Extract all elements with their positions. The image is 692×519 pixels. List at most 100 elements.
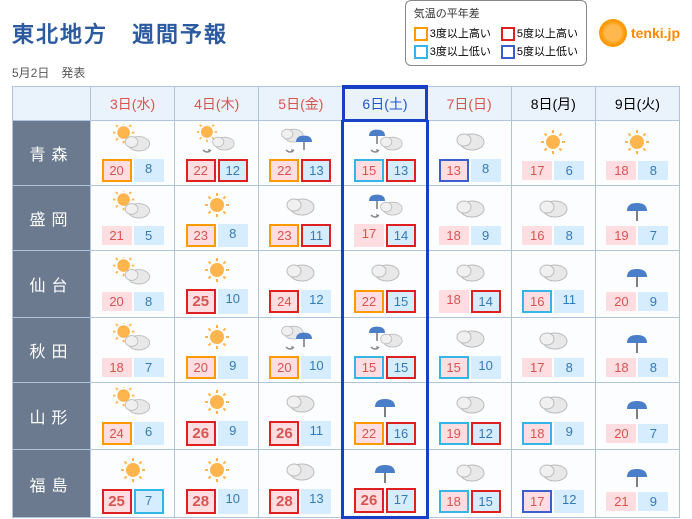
weather-icon xyxy=(365,320,405,354)
low-temp: 13 xyxy=(386,159,416,182)
weather-icon xyxy=(617,322,657,356)
high-temp: 15 xyxy=(354,356,384,379)
forecast-cell: 16 8 xyxy=(511,186,595,251)
weather-icon xyxy=(533,190,573,224)
day-header: 4日(木) xyxy=(175,87,259,121)
forecast-cell: 22 15 xyxy=(343,251,427,318)
weather-icon xyxy=(113,322,153,356)
weather-icon xyxy=(197,385,237,419)
weather-icon xyxy=(450,320,490,354)
legend-heading: 気温の平年差 xyxy=(414,5,578,21)
day-header: 7日(日) xyxy=(427,87,511,121)
weather-icon xyxy=(617,256,657,290)
high-temp: 28 xyxy=(186,489,216,514)
high-temp: 20 xyxy=(102,159,132,182)
city-label: 盛岡 xyxy=(13,186,91,251)
legend-item: 3度以上低い xyxy=(414,43,491,59)
day-header: 3日(水) xyxy=(91,87,175,121)
high-temp: 22 xyxy=(354,290,384,313)
high-temp: 20 xyxy=(102,292,132,311)
high-temp: 21 xyxy=(606,492,636,511)
low-temp: 9 xyxy=(554,422,584,445)
legend-item: 5度以上低い xyxy=(501,43,578,59)
low-temp: 7 xyxy=(134,358,164,377)
low-temp: 7 xyxy=(638,424,668,443)
forecast-cell: 26 9 xyxy=(175,383,259,450)
weather-icon xyxy=(113,453,153,487)
low-temp: 11 xyxy=(554,290,584,313)
day-header: 6日(土) xyxy=(343,87,427,121)
high-temp: 20 xyxy=(606,292,636,311)
forecast-cell: 17 6 xyxy=(511,121,595,186)
forecast-cell: 24 6 xyxy=(91,383,175,450)
high-temp: 21 xyxy=(102,226,132,245)
forecast-cell: 21 5 xyxy=(91,186,175,251)
high-temp: 24 xyxy=(102,422,132,445)
low-temp: 12 xyxy=(554,490,584,513)
low-temp: 9 xyxy=(638,492,668,511)
forecast-cell: 20 7 xyxy=(595,383,679,450)
forecast-cell: 17 14 xyxy=(343,186,427,251)
high-temp: 18 xyxy=(102,358,132,377)
low-temp: 7 xyxy=(134,489,164,514)
high-temp: 18 xyxy=(439,490,469,513)
forecast-cell: 20 9 xyxy=(595,251,679,318)
low-temp: 9 xyxy=(471,226,501,245)
weather-icon xyxy=(365,254,405,288)
high-temp: 20 xyxy=(269,356,299,379)
low-temp: 8 xyxy=(134,159,164,182)
header: 東北地方 週間予報 気温の平年差 3度以上高い5度以上高い 3度以上低い5度以上… xyxy=(12,8,680,58)
low-temp: 8 xyxy=(638,161,668,180)
weather-icon xyxy=(280,254,320,288)
high-temp: 23 xyxy=(269,224,299,247)
city-label: 秋田 xyxy=(13,318,91,383)
issued-date: 5月2日 発表 xyxy=(12,64,680,81)
weather-icon xyxy=(365,386,405,420)
forecast-cell: 18 9 xyxy=(427,186,511,251)
weather-icon xyxy=(450,123,490,157)
low-temp: 9 xyxy=(638,292,668,311)
high-temp: 28 xyxy=(269,489,299,514)
low-temp: 6 xyxy=(554,161,584,180)
legend-item: 3度以上高い xyxy=(414,25,491,41)
forecast-cell: 24 12 xyxy=(259,251,343,318)
weather-icon xyxy=(280,453,320,487)
site-logo[interactable]: tenki.jp xyxy=(599,19,680,47)
weather-icon xyxy=(365,123,405,157)
high-temp: 25 xyxy=(186,289,216,314)
low-temp: 10 xyxy=(471,356,501,379)
low-temp: 16 xyxy=(386,422,416,445)
logo-text: tenki.jp xyxy=(631,25,680,41)
weather-icon xyxy=(280,385,320,419)
weather-icon xyxy=(197,453,237,487)
low-temp: 8 xyxy=(134,292,164,311)
high-temp: 15 xyxy=(354,159,384,182)
forecast-cell: 18 14 xyxy=(427,251,511,318)
forecast-cell: 20 9 xyxy=(175,318,259,383)
weather-icon xyxy=(113,123,153,157)
high-temp: 18 xyxy=(439,226,469,245)
forecast-cell: 26 11 xyxy=(259,383,343,450)
day-header: 8日(月) xyxy=(511,87,595,121)
high-temp: 13 xyxy=(439,159,469,182)
high-temp: 25 xyxy=(102,489,132,514)
low-temp: 8 xyxy=(471,159,501,182)
forecast-cell: 17 8 xyxy=(511,318,595,383)
weather-icon xyxy=(280,123,320,157)
low-temp: 15 xyxy=(386,290,416,313)
weather-icon xyxy=(197,123,237,157)
low-temp: 5 xyxy=(134,226,164,245)
low-temp: 14 xyxy=(471,290,501,313)
high-temp: 18 xyxy=(606,358,636,377)
forecast-cell: 15 13 xyxy=(343,121,427,186)
low-temp: 10 xyxy=(218,289,248,314)
forecast-cell: 28 13 xyxy=(259,450,343,518)
forecast-cell: 22 13 xyxy=(259,121,343,186)
forecast-cell: 20 8 xyxy=(91,251,175,318)
low-temp: 13 xyxy=(301,159,331,182)
legend-item: 5度以上高い xyxy=(501,25,578,41)
forecast-table: 3日(水)4日(木)5日(金)6日(土)7日(日)8日(月)9日(火) 青森 2… xyxy=(12,85,680,519)
weather-icon xyxy=(450,254,490,288)
weather-icon xyxy=(617,125,657,159)
day-header: 9日(火) xyxy=(595,87,679,121)
